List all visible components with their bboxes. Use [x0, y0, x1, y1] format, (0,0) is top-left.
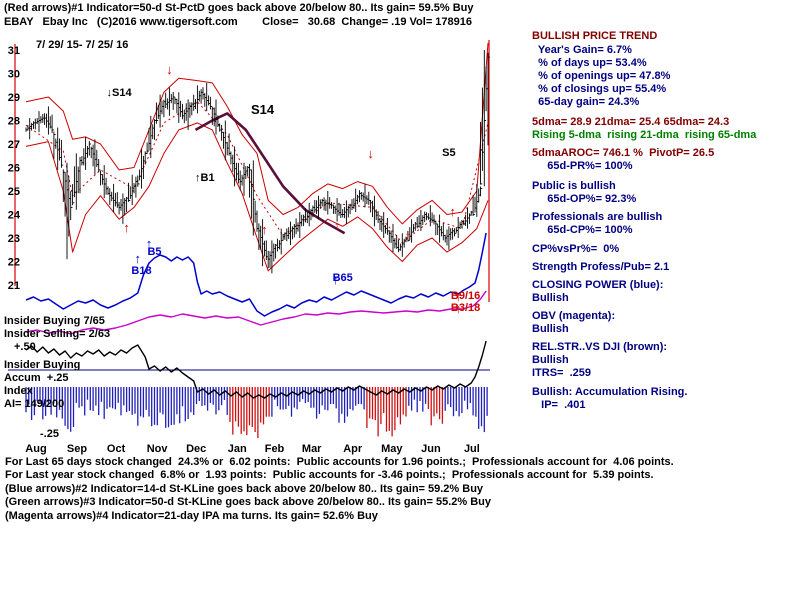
scale-minus-25-label: -.25	[40, 428, 59, 440]
month-label: Jun	[421, 443, 441, 455]
price-axis-label: 23	[8, 233, 20, 245]
analysis-line-2: % of days up= 53.4%	[532, 57, 647, 69]
price-axis-label: 31	[8, 45, 20, 57]
analysis-line-6: 5dma= 28.9 21dma= 25.4 65dma= 24.3	[532, 116, 730, 128]
footer-line-3: (Green arrows)#3 Indicator=50-d St-KLine…	[5, 496, 491, 509]
buy-arrow-icon: ↑	[334, 218, 341, 233]
price-axis-label: 28	[8, 116, 20, 128]
analysis-summary-panel: BULLISH PRICE TREND Year's Gain= 6.7% % …	[532, 0, 800, 430]
analysis-line-23: Bullish: Accumulation Rising.	[532, 386, 688, 398]
signal-label: ↓S14	[107, 87, 133, 99]
buy-arrow-icon: ↑	[449, 204, 456, 219]
footer-line-0: For Last 65 days stock changed 24.3% or …	[5, 456, 674, 468]
analysis-line-19: Bullish	[532, 323, 569, 335]
analysis-line-7: Rising 5-dma rising 21-dma rising 65-dma	[532, 129, 757, 141]
accum-plus-25-label: Accum +.25	[4, 372, 69, 384]
analysis-line-11: 65d-OP%= 92.3%	[532, 193, 637, 205]
price-axis-label: 22	[8, 257, 20, 269]
buy-arrow-icon: ↑	[455, 301, 462, 316]
signal-label: ↑B1	[195, 172, 215, 184]
analysis-line-18: OBV (magenta):	[532, 310, 616, 322]
analysis-line-22: ITRS= .259	[532, 367, 592, 379]
analysis-line-12: Professionals are bullish	[532, 211, 663, 223]
month-label: Apr	[343, 443, 363, 455]
signal-label: B3/18	[451, 302, 480, 314]
signal-label: S14	[251, 102, 275, 117]
price-axis-label: 30	[8, 69, 20, 81]
analysis-line-8: 5dmaAROC= 746.1 % PivotP= 26.5	[532, 147, 715, 159]
buy-arrow-icon: ↑	[123, 220, 130, 235]
analysis-line-16: CLOSING POWER (blue):	[532, 279, 664, 291]
signal-label: B18	[131, 265, 151, 277]
price-axis-label: 24	[8, 210, 21, 222]
upper-band-line	[25, 42, 489, 225]
insider-selling-count-label: Insider Selling= 2/63	[4, 328, 111, 340]
price-bars-layer	[25, 50, 490, 274]
signal-label: B5	[147, 246, 161, 258]
accumulation-index-value-label: AI= 149/200	[4, 398, 65, 410]
signal-label: S5	[442, 147, 455, 159]
analysis-line-14: CP%vsPr%= 0%	[532, 243, 620, 255]
buy-arrow-icon: ↑	[146, 236, 153, 251]
month-label: May	[381, 443, 403, 455]
month-label: Mar	[302, 443, 322, 455]
footer-line-2: (Blue arrows)#2 Indicator=14-d St-KLine …	[5, 482, 484, 495]
price-axis-label: 27	[8, 139, 20, 151]
sell-arrow-icon: ↓	[166, 62, 173, 77]
analysis-line-15: Strength Profess/Pub= 2.1	[532, 261, 670, 273]
signal-label: B65	[333, 272, 353, 284]
insider-buying-count-label: Insider Buying 7/65	[4, 315, 105, 327]
month-label: Dec	[186, 443, 206, 455]
month-label: Jan	[228, 443, 247, 455]
indicator-legend-footer: For Last 65 days stock changed 24.3% or …	[5, 456, 795, 523]
analysis-line-17: Bullish	[532, 292, 569, 304]
buy-arrow-icon: ↑	[135, 251, 142, 266]
analysis-line-5: 65-day gain= 24.3%	[532, 96, 640, 108]
price-axis-label: 21	[8, 280, 20, 292]
month-label: Sep	[67, 443, 87, 455]
buy-arrow-icon: ↑	[405, 228, 412, 243]
footer-line-1: For Last year stock changed 6.8% or 1.93…	[5, 469, 654, 482]
month-label: Nov	[147, 443, 169, 455]
analysis-line-10: Public is bullish	[532, 180, 616, 192]
analysis-line-4: % of closings up= 55.4%	[532, 83, 667, 95]
price-axis-label: 26	[8, 163, 20, 175]
indicator1-legend: (Red arrows)#1 Indicator=50-d St-PctD go…	[4, 2, 474, 14]
quote-line: EBAY Ebay Inc (C)2016 www.tigersoft.com …	[4, 16, 472, 28]
accumulation-histogram	[25, 387, 488, 438]
sell-arrow-icon: ↓	[367, 146, 374, 161]
price-axis-label: 25	[8, 186, 20, 198]
analysis-line-24: IP= .401	[532, 399, 586, 411]
buy-arrow-icon: ↑	[455, 289, 462, 304]
signal-label: B9/16	[451, 290, 480, 302]
ma-65day-thick-line	[194, 112, 346, 235]
footer-line-4: (Magenta arrows)#4 Indicator=21-day IPA …	[5, 509, 378, 522]
analysis-line-21: Bullish	[532, 354, 569, 366]
relative-strength-line	[25, 340, 487, 399]
date-range-label: 7/ 29/ 15- 7/ 25/ 16	[36, 39, 129, 51]
month-label: Aug	[25, 443, 46, 455]
obv-line	[25, 290, 487, 335]
analysis-line-13: 65d-CP%= 100%	[532, 224, 633, 236]
analysis-line-3: % of openings up= 47.8%	[532, 70, 671, 82]
insider-buying-label: Insider Buying	[4, 359, 81, 371]
analysis-line-1: Year's Gain= 6.7%	[532, 44, 632, 56]
buy-arrow-icon: ↑	[261, 222, 268, 237]
month-label: Jul	[464, 443, 480, 455]
month-label: Oct	[107, 443, 126, 455]
scale-plus-50-label: +.50	[14, 341, 36, 353]
analysis-line-9: 65d-PR%= 100%	[532, 160, 633, 172]
closing-power-line	[25, 232, 487, 317]
price-axis-label: 29	[8, 92, 20, 104]
analysis-line-0: BULLISH PRICE TREND	[532, 30, 658, 42]
month-label: Feb	[265, 443, 285, 455]
buy-arrow-icon: ↑	[332, 272, 339, 287]
analysis-line-20: REL.STR..VS DJI (brown):	[532, 341, 668, 353]
index-label: Index	[4, 385, 33, 397]
